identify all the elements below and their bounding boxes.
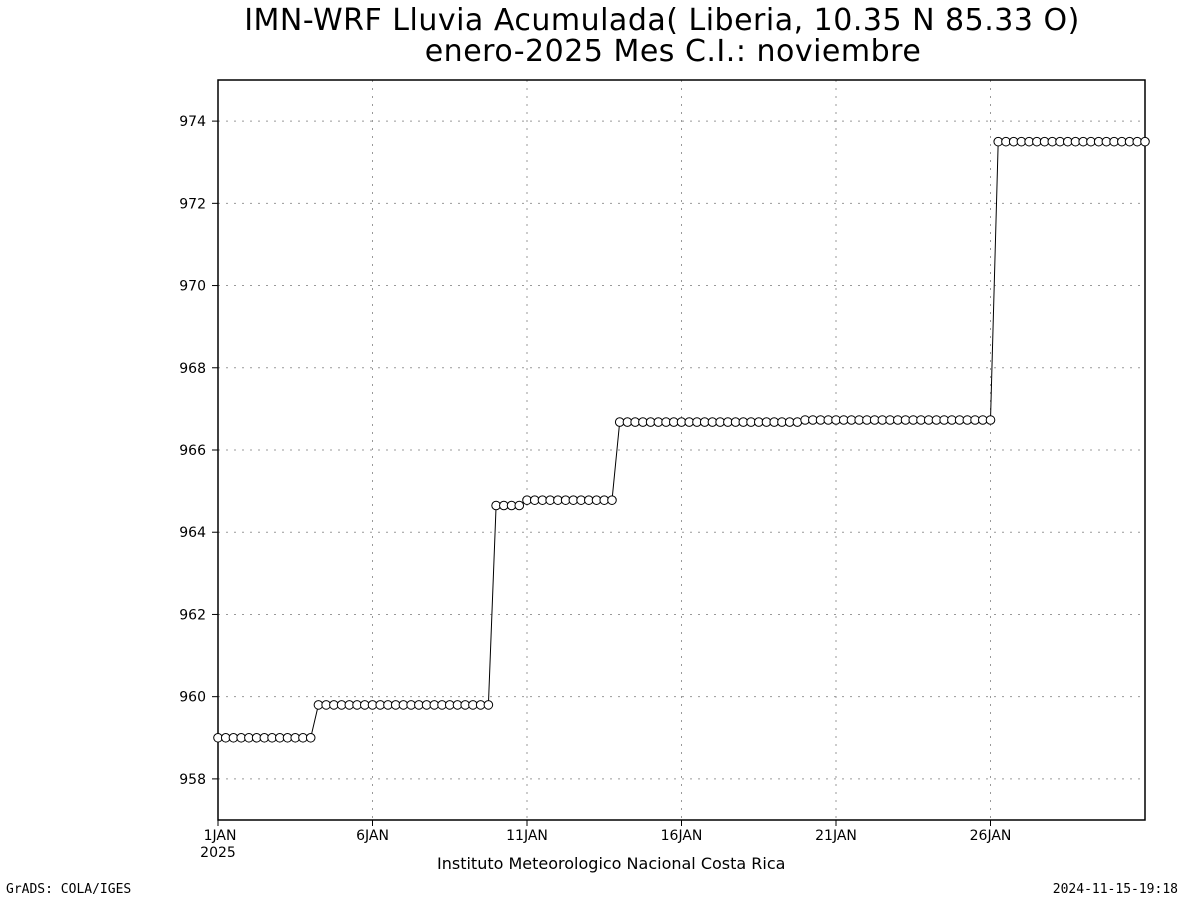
y-tick-label: 962 [179,607,206,623]
x-tick-label: 11JAN [506,828,548,844]
x-tick-sublabel: 2025 [200,845,236,861]
x-tick-label: 21JAN [815,828,857,844]
data-point [985,415,996,425]
y-tick-label: 974 [179,114,206,130]
data-point [607,495,617,505]
footer-timestamp: 2024-11-15-19:18 [1052,882,1178,897]
chart-title: IMN-WRF Lluvia Acumulada( Liberia, 10.35… [244,3,1080,38]
x-tick-label: 16JAN [661,828,703,844]
y-tick-label: 968 [179,361,206,377]
footer-grads-credit: GrADS: COLA/IGES [6,882,132,897]
x-tick-label: 6JAN [356,828,389,844]
data-point [792,417,803,427]
x-tick-label: 1JAN [204,828,237,844]
data-point [305,732,316,743]
data-point [514,500,525,511]
y-tick-label: 972 [179,196,206,212]
data-point [483,700,494,710]
y-tick-label: 966 [179,443,206,459]
chart-subtitle: enero-2025 Mes C.I.: noviembre [424,34,922,69]
y-tick-label: 958 [179,772,206,788]
y-tick-label: 960 [179,690,206,706]
x-tick-label: 26JAN [970,828,1012,844]
footer-institution: Instituto Meteorologico Nacional Costa R… [437,854,786,873]
y-tick-label: 970 [179,279,206,295]
data-point [1140,136,1150,147]
y-tick-label: 964 [179,525,206,541]
